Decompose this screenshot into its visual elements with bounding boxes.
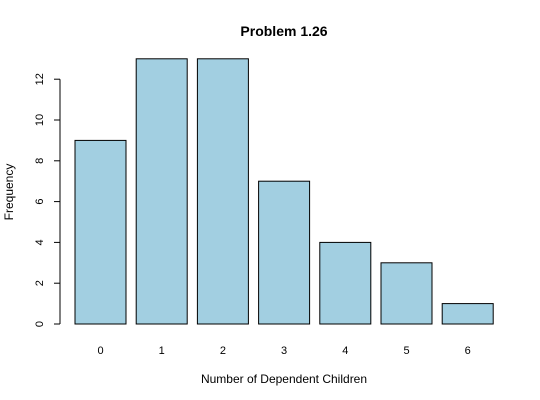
y-tick-label: 4 <box>34 239 46 245</box>
bar-6 <box>441 303 494 325</box>
bar-4 <box>319 241 372 325</box>
x-tick-label: 3 <box>281 345 287 357</box>
bars <box>74 58 494 325</box>
x-axis-label: Number of Dependent Children <box>201 372 367 386</box>
x-tick-label: 6 <box>465 345 471 357</box>
x-tick-label: 1 <box>159 345 165 357</box>
y-axis: 0 2 4 6 8 10 12 <box>34 73 61 327</box>
x-tick-label: 2 <box>220 345 226 357</box>
x-tick-label: 4 <box>342 345 348 357</box>
bar-3 <box>258 180 311 325</box>
bar-1 <box>135 58 188 325</box>
y-tick-label: 0 <box>34 321 46 327</box>
y-tick-label: 10 <box>34 114 46 126</box>
y-tick-label: 6 <box>34 199 46 205</box>
x-tick-label: 0 <box>97 345 103 357</box>
bar-5 <box>380 262 433 325</box>
x-tick-label: 5 <box>403 345 409 357</box>
bar-0 <box>74 139 127 325</box>
y-tick-label: 12 <box>34 73 46 85</box>
y-axis-label: Frequency <box>2 164 16 221</box>
y-tick-label: 8 <box>34 158 46 164</box>
x-axis-ticks: 0 1 2 3 4 5 6 <box>97 345 470 357</box>
chart-title: Problem 1.26 <box>240 23 327 39</box>
bar-2 <box>196 58 249 325</box>
y-tick-label: 2 <box>34 280 46 286</box>
